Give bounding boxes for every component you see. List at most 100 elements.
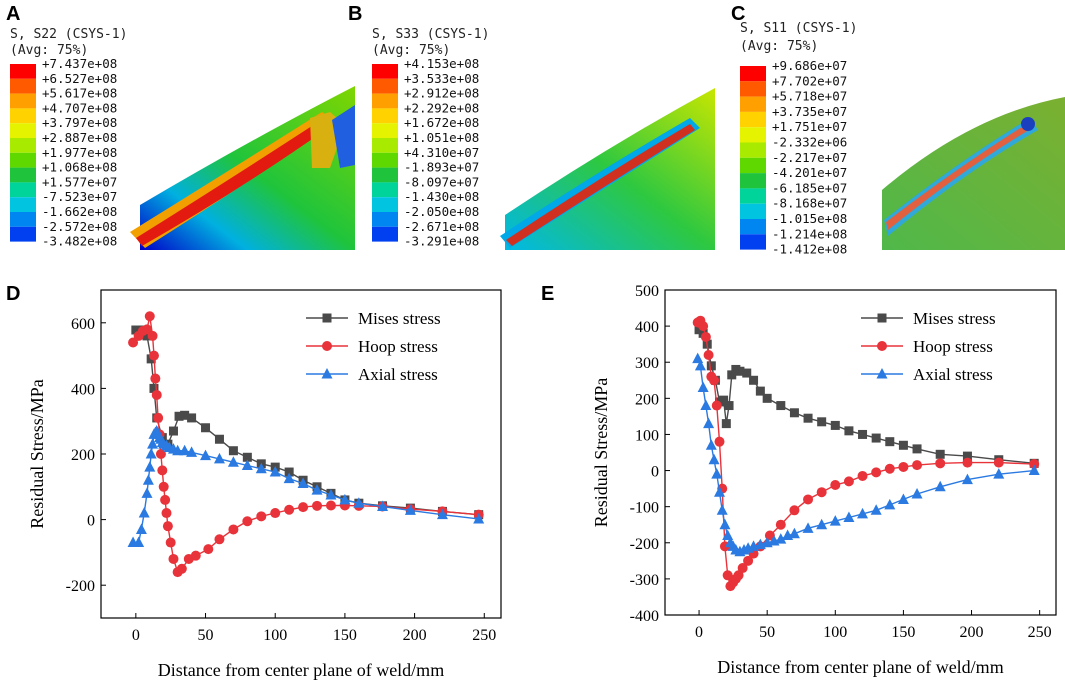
- data-point: [151, 389, 162, 400]
- data-point: [789, 505, 800, 516]
- x-tick-label: 150: [333, 627, 357, 644]
- data-point: [884, 463, 895, 474]
- y-tick-label: 200: [635, 391, 659, 408]
- data-point: [214, 534, 225, 545]
- y-tick-label: 0: [651, 464, 659, 481]
- x-tick-label: 250: [472, 627, 496, 644]
- legend-value: -3.291e+08: [404, 234, 479, 249]
- fem-model-b: [500, 88, 715, 250]
- data-point: [158, 481, 169, 492]
- chart-e: E 0 50 100 150 200 250 -400 -300 -200 -100 0 100 200…: [541, 283, 1057, 677]
- legend-swatch: [10, 138, 36, 153]
- legend-swatch: [372, 108, 398, 124]
- data-point: [168, 553, 179, 564]
- data-point: [829, 515, 841, 526]
- data-point: [762, 393, 772, 403]
- data-point: [297, 477, 309, 489]
- contour-avg-b: (Avg: 75%): [372, 43, 450, 58]
- legend-value: +2.912e+08: [404, 86, 479, 101]
- data-point: [131, 325, 141, 335]
- series-triangle: [127, 425, 485, 548]
- data-point: [776, 401, 786, 411]
- x-tick-label: 50: [759, 624, 775, 641]
- data-point: [775, 533, 787, 544]
- legend-value: +3.533e+08: [404, 71, 479, 86]
- legend-value: -3.482e+08: [42, 234, 117, 249]
- data-point: [228, 524, 239, 535]
- chart-legend: Mises stress Hoop stress Axial stress: [306, 309, 441, 384]
- legend-value: +4.707e+08: [42, 100, 117, 115]
- legend-value: +1.751e+07: [772, 119, 847, 134]
- data-point: [150, 373, 161, 384]
- data-point: [898, 461, 909, 472]
- data-point: [912, 444, 922, 454]
- chart-d: D 0 50 100 150 200 250 -200 0 200 400 600 Distance …: [6, 283, 502, 680]
- data-point: [144, 311, 155, 322]
- data-point: [168, 426, 178, 436]
- legend-swatch: [740, 81, 766, 97]
- legend-value: +7.437e+08: [42, 56, 117, 71]
- data-point: [709, 375, 720, 386]
- fem-band-inner-b: [506, 124, 695, 246]
- fem-base-c: [882, 97, 1065, 250]
- legend-value: +2.292e+08: [404, 100, 479, 115]
- data-point: [227, 456, 239, 467]
- data-point: [843, 511, 855, 522]
- data-point: [1028, 464, 1040, 476]
- contour-title-b: S, S33 (CSYS-1): [372, 27, 489, 42]
- data-point: [141, 324, 152, 335]
- legend-entry: Mises stress: [913, 309, 996, 328]
- data-point: [749, 375, 759, 385]
- data-point: [186, 446, 198, 457]
- legend-value: +1.672e+08: [404, 115, 479, 130]
- contour-legend-b: +4.153e+08+3.533e+08+2.912e+08+2.292e+08…: [372, 56, 479, 249]
- legend-value: -1.015e+08: [772, 211, 847, 226]
- data-point: [724, 401, 734, 411]
- legend-value: -1.430e+08: [404, 189, 479, 204]
- contour-avg-a: (Avg: 75%): [10, 43, 88, 58]
- legend-value: -7.523e+07: [42, 189, 117, 204]
- panel-letter-e: E: [541, 283, 554, 305]
- data-point: [242, 516, 253, 527]
- data-point: [133, 536, 145, 548]
- data-point: [138, 507, 150, 518]
- data-point: [298, 502, 309, 513]
- chart-legend: Mises stress Hoop stress Axial stress: [861, 309, 996, 384]
- fem-band-inner-c: [886, 122, 1034, 230]
- data-point: [179, 444, 191, 456]
- plot-frame: [664, 289, 1057, 616]
- legend-value: +3.735e+07: [772, 104, 847, 119]
- panel-letter-b: B: [348, 3, 362, 25]
- data-point: [711, 468, 723, 479]
- data-point: [727, 370, 737, 380]
- legend-swatch: [740, 157, 766, 174]
- fem-model-a: [130, 86, 355, 250]
- y-tick-label: 400: [71, 381, 95, 398]
- data-point: [700, 331, 711, 342]
- legend-swatch: [740, 142, 766, 158]
- data-point: [700, 399, 712, 411]
- x-tick-label: 200: [960, 624, 984, 641]
- data-point: [141, 487, 153, 498]
- legend-swatch: [372, 197, 398, 212]
- y-tick-label: -300: [630, 572, 659, 589]
- data-point: [180, 410, 190, 420]
- data-point: [201, 423, 211, 433]
- legend-swatch: [740, 111, 766, 128]
- y-tick-label: -200: [630, 536, 659, 553]
- legend-swatch: [10, 108, 36, 124]
- legend-swatch: [372, 78, 398, 94]
- data-point: [830, 420, 840, 430]
- data-point: [473, 512, 485, 524]
- contour-legend-c: +9.686e+07+7.702e+07+5.718e+07+3.735e+07…: [740, 58, 847, 257]
- legend-swatch: [10, 64, 36, 79]
- data-point: [703, 417, 715, 429]
- data-point: [147, 438, 159, 449]
- data-point: [160, 494, 171, 505]
- data-point: [187, 413, 197, 423]
- x-tick-label: 50: [198, 627, 214, 644]
- data-point: [703, 350, 714, 360]
- legend-value: -1.893e+07: [404, 160, 479, 175]
- data-point: [436, 508, 448, 520]
